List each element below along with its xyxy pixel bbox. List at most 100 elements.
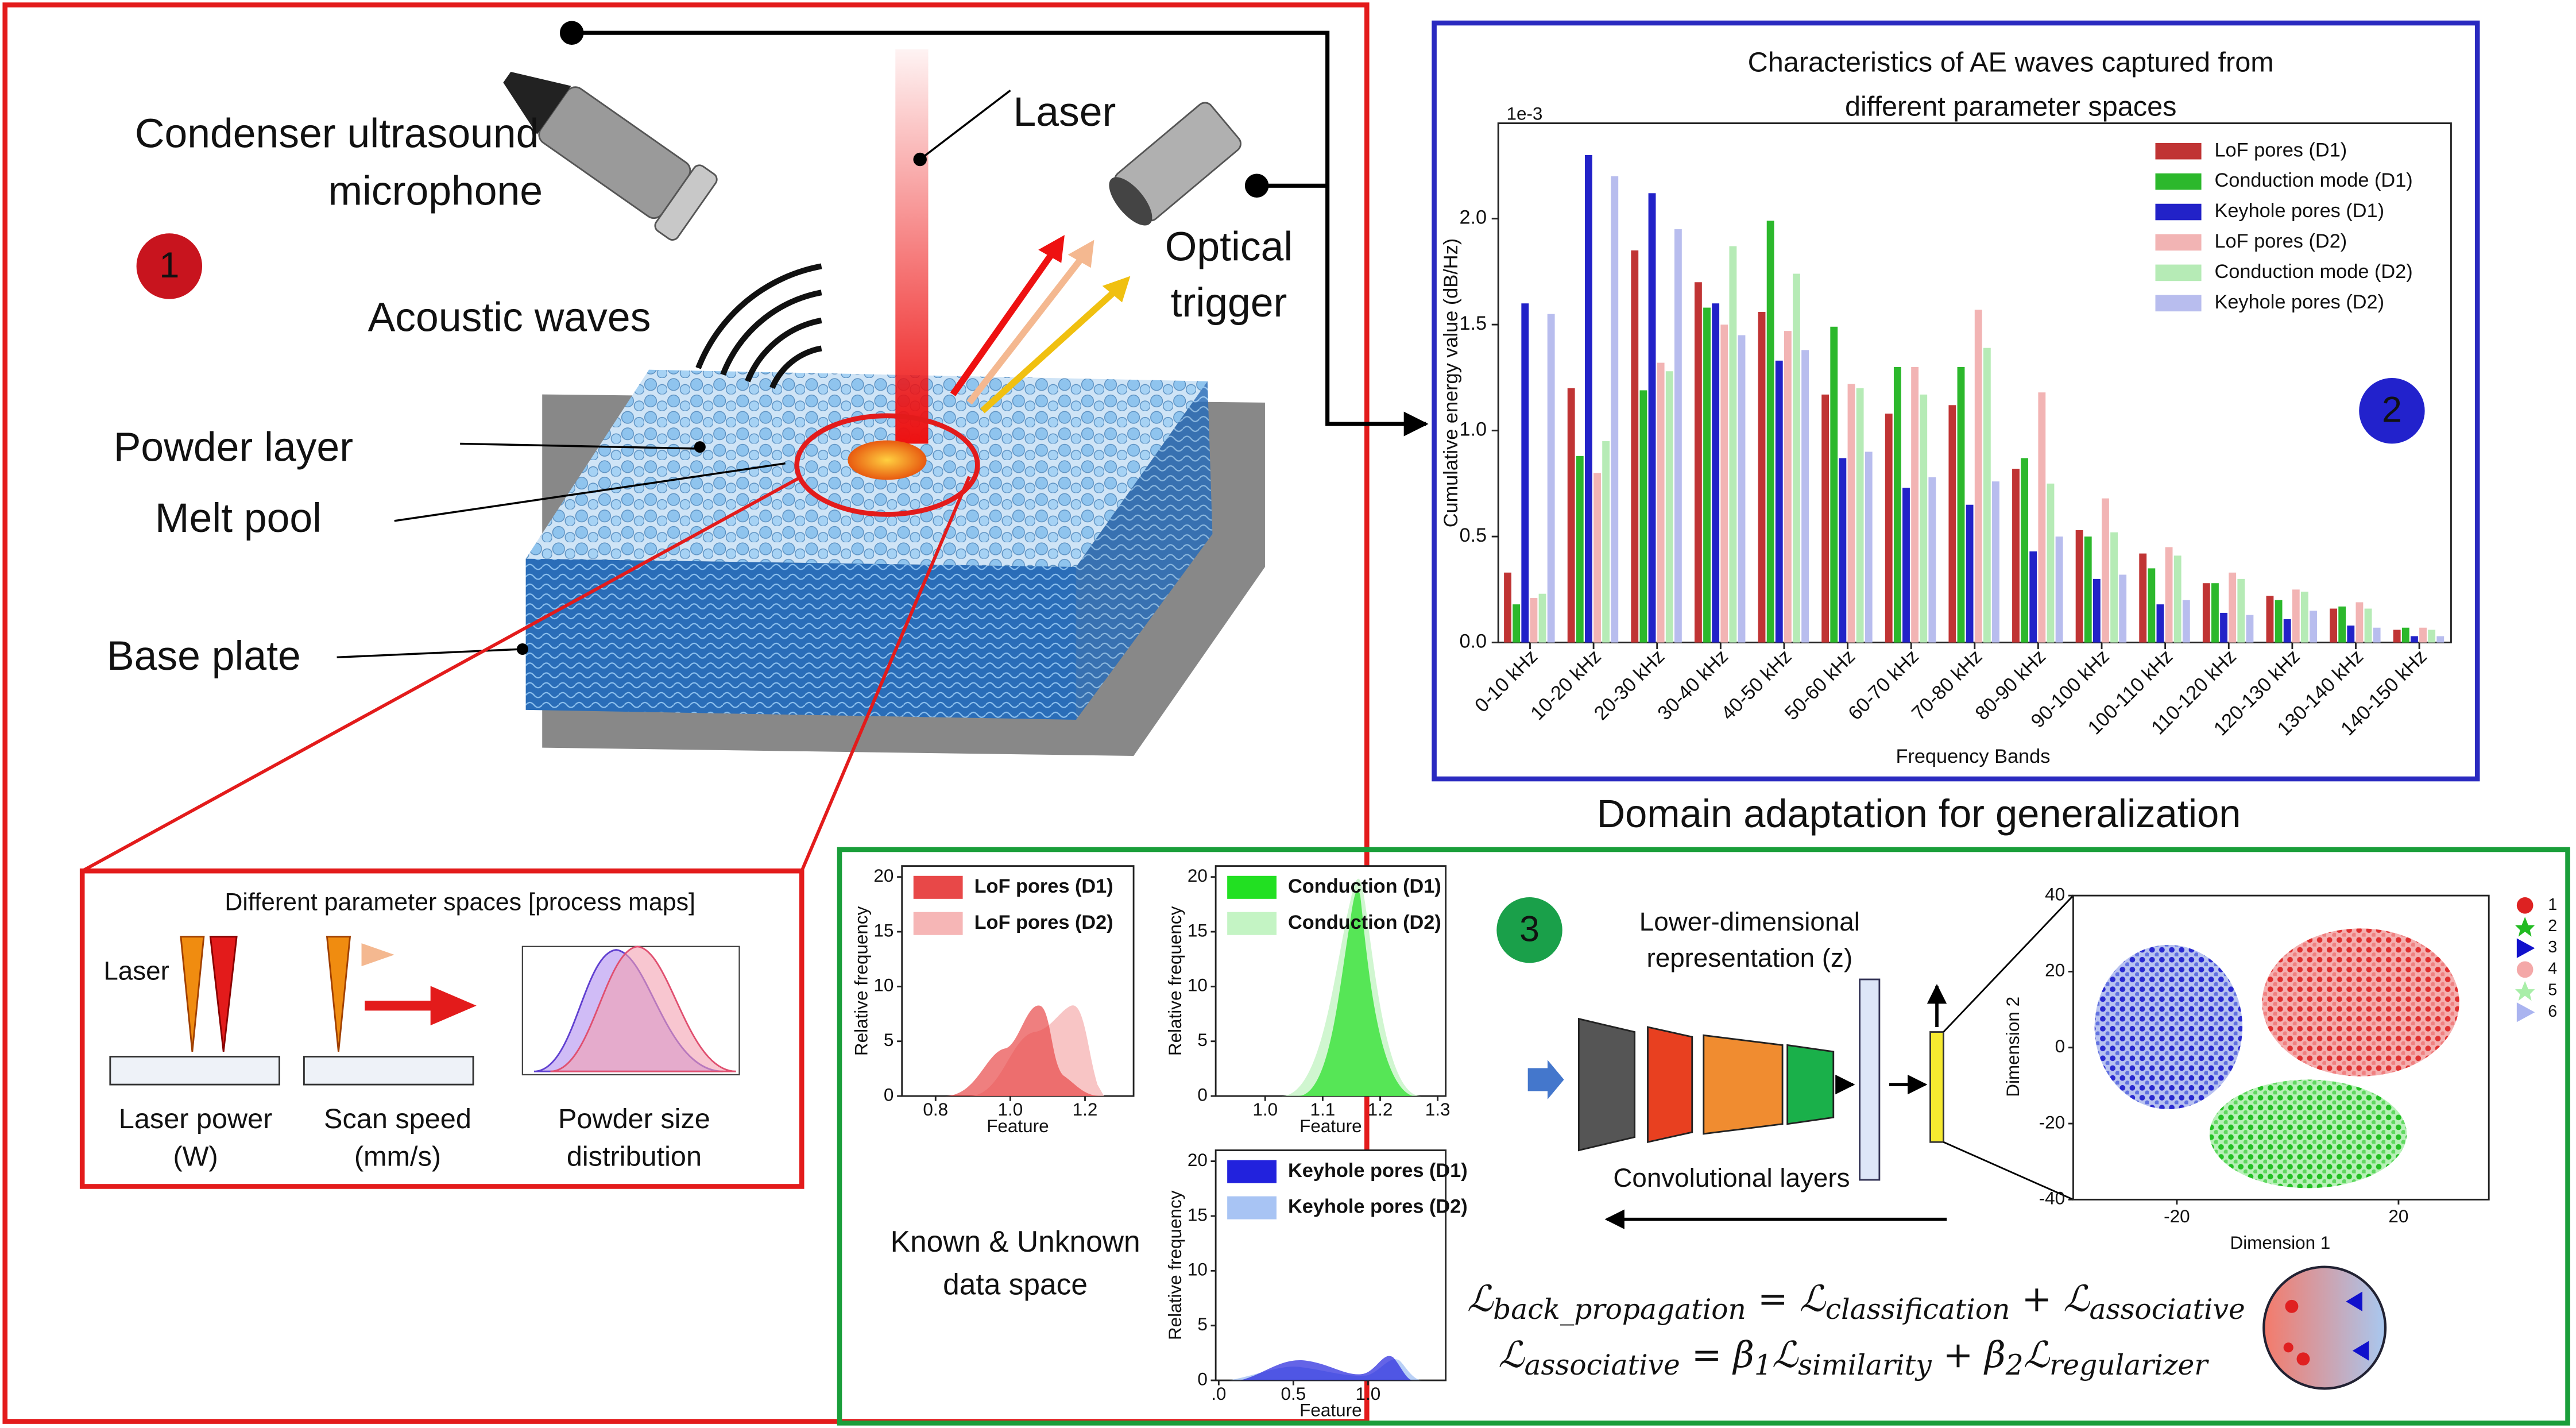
inset-caption: Powder size (558, 1103, 710, 1134)
bar (1911, 366, 1919, 643)
bar (1865, 451, 1873, 643)
base-plate-label: Base plate (107, 633, 301, 679)
legend-label: Conduction mode (D2) (2214, 261, 2412, 283)
bar (1665, 371, 1673, 643)
y-tick-label: 40 (2045, 884, 2065, 904)
equation-part: ℒ (2024, 1333, 2051, 1375)
tsne-xlabel: Dimension 1 (2230, 1233, 2330, 1253)
x-tick-label: .0 (1211, 1384, 1226, 1404)
equation-part: 2 (2005, 1349, 2024, 1381)
bar (1593, 473, 1601, 643)
tsne-legend-marker (2516, 1002, 2535, 1022)
legend-swatch (2155, 173, 2202, 190)
representation-label: Lower-dimensional (1639, 907, 1860, 936)
equation-part: associative (2090, 1293, 2245, 1325)
equation-part: = ℒ (1746, 1278, 1827, 1319)
kde-axes (1214, 1149, 1447, 1381)
kde-legend-swatch (913, 875, 963, 899)
y-tick-label: 0 (1197, 1369, 1208, 1389)
bar (2338, 606, 2346, 643)
kde-legend-swatch (1227, 875, 1277, 899)
bar (2102, 498, 2109, 643)
bar (1957, 366, 1965, 643)
section-heading: Domain adaptation for generalization (1597, 792, 2241, 836)
bar (2310, 611, 2317, 643)
legend-swatch (2155, 142, 2202, 160)
kde-ylabel: Relative frequency (851, 906, 871, 1056)
equation-part: classification (1825, 1293, 2010, 1325)
bar (1974, 310, 1982, 643)
kde-ylabel: Relative frequency (1165, 906, 1185, 1056)
bar (2419, 627, 2427, 643)
bar (1983, 348, 1991, 643)
kde-legend-swatch (1227, 1160, 1277, 1183)
bar (1920, 394, 1928, 643)
tsne-legend-label: 2 (2548, 917, 2557, 935)
bar (2355, 602, 2364, 643)
y-tick-label: 0 (1197, 1084, 1208, 1105)
y-tick-label: 20 (1188, 1150, 1208, 1170)
bar (2165, 547, 2173, 643)
bar (1639, 390, 1647, 643)
microphone-label: Condenser ultrasound (135, 110, 539, 156)
bar (2364, 608, 2372, 643)
tsne-legend-marker (2516, 897, 2534, 914)
y-tick-label: 0.0 (1459, 631, 1487, 653)
y-tick-label: 10 (873, 975, 894, 995)
inset-laser: Laser (103, 956, 169, 986)
tsne-legend-marker (2515, 917, 2535, 937)
bar (2275, 600, 2283, 643)
equation-part: regularizer (2049, 1349, 2209, 1381)
kde-legend-swatch (1227, 1196, 1277, 1219)
kde-curve (945, 1005, 1101, 1097)
tsne-legend-marker (2516, 961, 2534, 978)
equation: ℒback_propagation = ℒclassification + ℒa… (1467, 1278, 2245, 1325)
trigger-label: trigger (1171, 280, 1287, 326)
representation-label: representation (z) (1647, 943, 1853, 972)
panel-number: 3 (1519, 909, 1540, 950)
equation-part: 1 (1754, 1349, 1772, 1381)
bar (1712, 303, 1720, 643)
panel-1-frame (2, 2, 1370, 1424)
y-tick-label: 0 (884, 1084, 894, 1105)
legend-swatch (2155, 295, 2202, 312)
x-tick-label: 1.2 (1073, 1099, 1098, 1120)
y-tick-label: 20 (873, 866, 894, 886)
bar (2038, 392, 2046, 643)
bar (1729, 246, 1737, 643)
bar (2202, 583, 2210, 643)
bar (1793, 273, 1800, 643)
tsne-legend-label: 1 (2548, 896, 2557, 914)
equation-part: = β (1680, 1333, 1754, 1375)
bar (1694, 282, 1702, 643)
bar (1567, 388, 1575, 643)
bar (2075, 530, 2083, 643)
laser-label: Laser (1014, 89, 1116, 135)
bar (1885, 414, 1893, 643)
legend-swatch (2155, 264, 2202, 281)
inset-caption: Laser power (119, 1103, 273, 1134)
am-setup (79, 49, 1265, 1189)
y-tick-label: 20 (2045, 960, 2065, 981)
x-tick-label: 1.0 (998, 1099, 1023, 1120)
kde-legend-label: Keyhole pores (D1) (1288, 1160, 1468, 1182)
conv-layers-label: Convolutional layers (1613, 1163, 1850, 1192)
bar (1584, 155, 1592, 643)
panel-badge (1496, 897, 1562, 963)
y-offset-label: 1e-3 (1506, 104, 1542, 124)
kde-curve (1298, 890, 1413, 1097)
bar (2182, 600, 2190, 643)
kde-legend-swatch (1227, 912, 1277, 935)
bar (1504, 572, 1511, 643)
y-tick-label: 15 (873, 920, 894, 940)
bar (2292, 589, 2300, 643)
legend-swatch (2155, 234, 2202, 251)
x-tick-label: 0.5 (1281, 1384, 1306, 1404)
bar (1738, 335, 1746, 643)
x-tick-label: -20 (2164, 1206, 2190, 1226)
bar (1893, 366, 1901, 643)
bar (2148, 568, 2156, 643)
microphone-label: microphone (328, 168, 543, 214)
y-tick-label: 20 (1188, 866, 1208, 886)
